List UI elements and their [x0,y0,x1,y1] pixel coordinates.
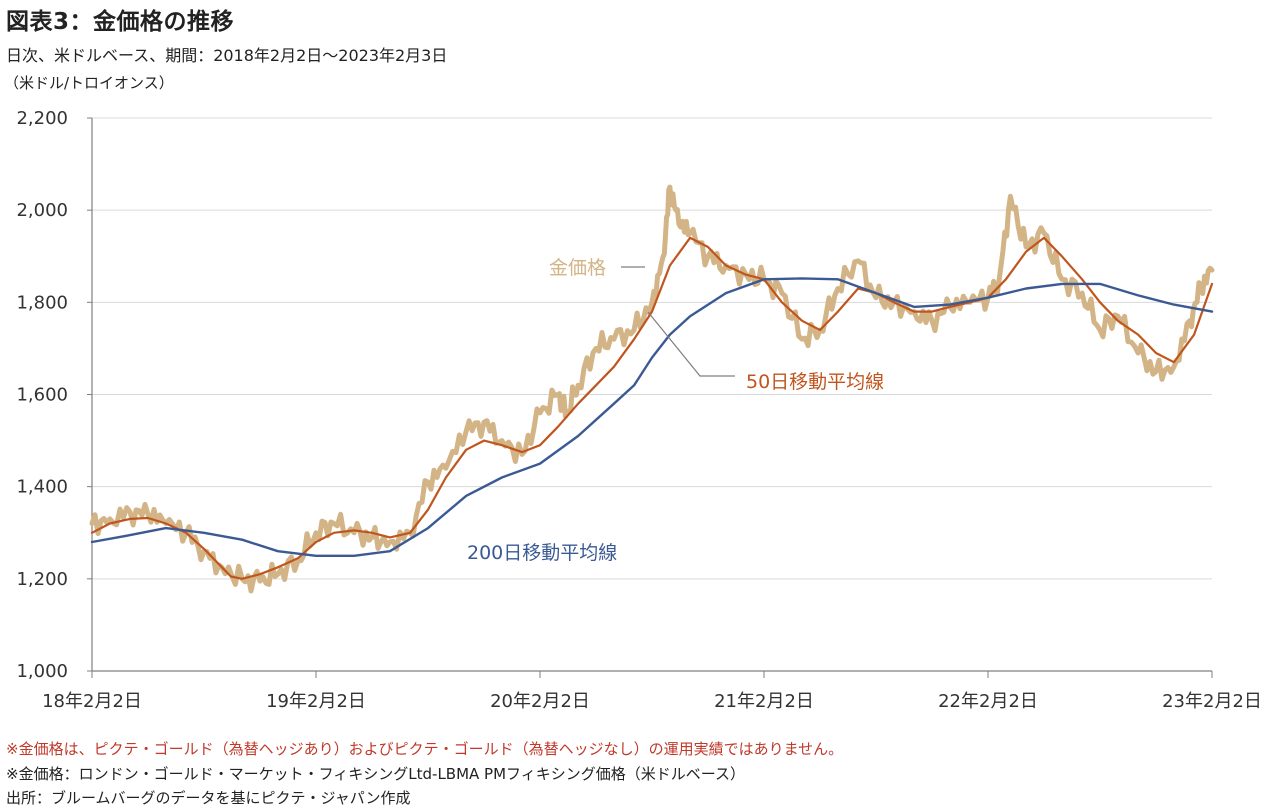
disclaimer-note: ※金価格は、ピクテ・ゴールド（為替ヘッジあり）およびピクテ・ゴールド（為替ヘッジ… [6,740,844,758]
y-tick-label: 2,200 [16,108,68,129]
ma50-annotation: 50日移動平均線 [746,371,884,393]
gold-price-annotation: 金価格 [549,257,606,279]
y-tick-label: 1,400 [16,477,68,498]
x-tick-label: 19年2月2日 [266,691,366,712]
ma200-line [90,277,1214,557]
y-tick-label: 1,800 [16,292,68,313]
y-tick-label: 2,000 [16,200,68,221]
x-tick-label: 23年2月2日 [1162,691,1262,712]
y-tick-label: 1,200 [16,569,68,590]
source-note: ※金価格：ロンドン・ゴールド・マーケット・フィキシングLtd-LBMA PMフィ… [6,765,746,783]
annotation-leader [647,311,735,377]
unit-label: （米ドル/トロイオンス） [4,74,174,92]
gold-price-chart: 1,000 1,200 1,400 1,600 1,800 2,000 2,200 18年2月… [16,108,1262,712]
x-tick-label: 18年2月2日 [42,691,142,712]
y-tick-label: 1,000 [16,661,68,682]
ma50-line [90,236,1214,580]
chart-title: 図表3：金価格の推移 [6,9,235,35]
y-tick-label: 1,600 [16,385,68,406]
x-tick-label: 20年2月2日 [490,691,590,712]
gold-price-line [89,184,1215,594]
chart-subtitle: 日次、米ドルベース、期間：2018年2月2日～2023年2月3日 [6,46,448,65]
x-tick-label: 22年2月2日 [938,691,1038,712]
ma200-annotation: 200日移動平均線 [467,542,617,564]
x-tick-label: 21年2月2日 [714,691,814,712]
credit-note: 出所：ブルームバーグのデータを基にピクテ・ジャパン作成 [6,789,411,807]
